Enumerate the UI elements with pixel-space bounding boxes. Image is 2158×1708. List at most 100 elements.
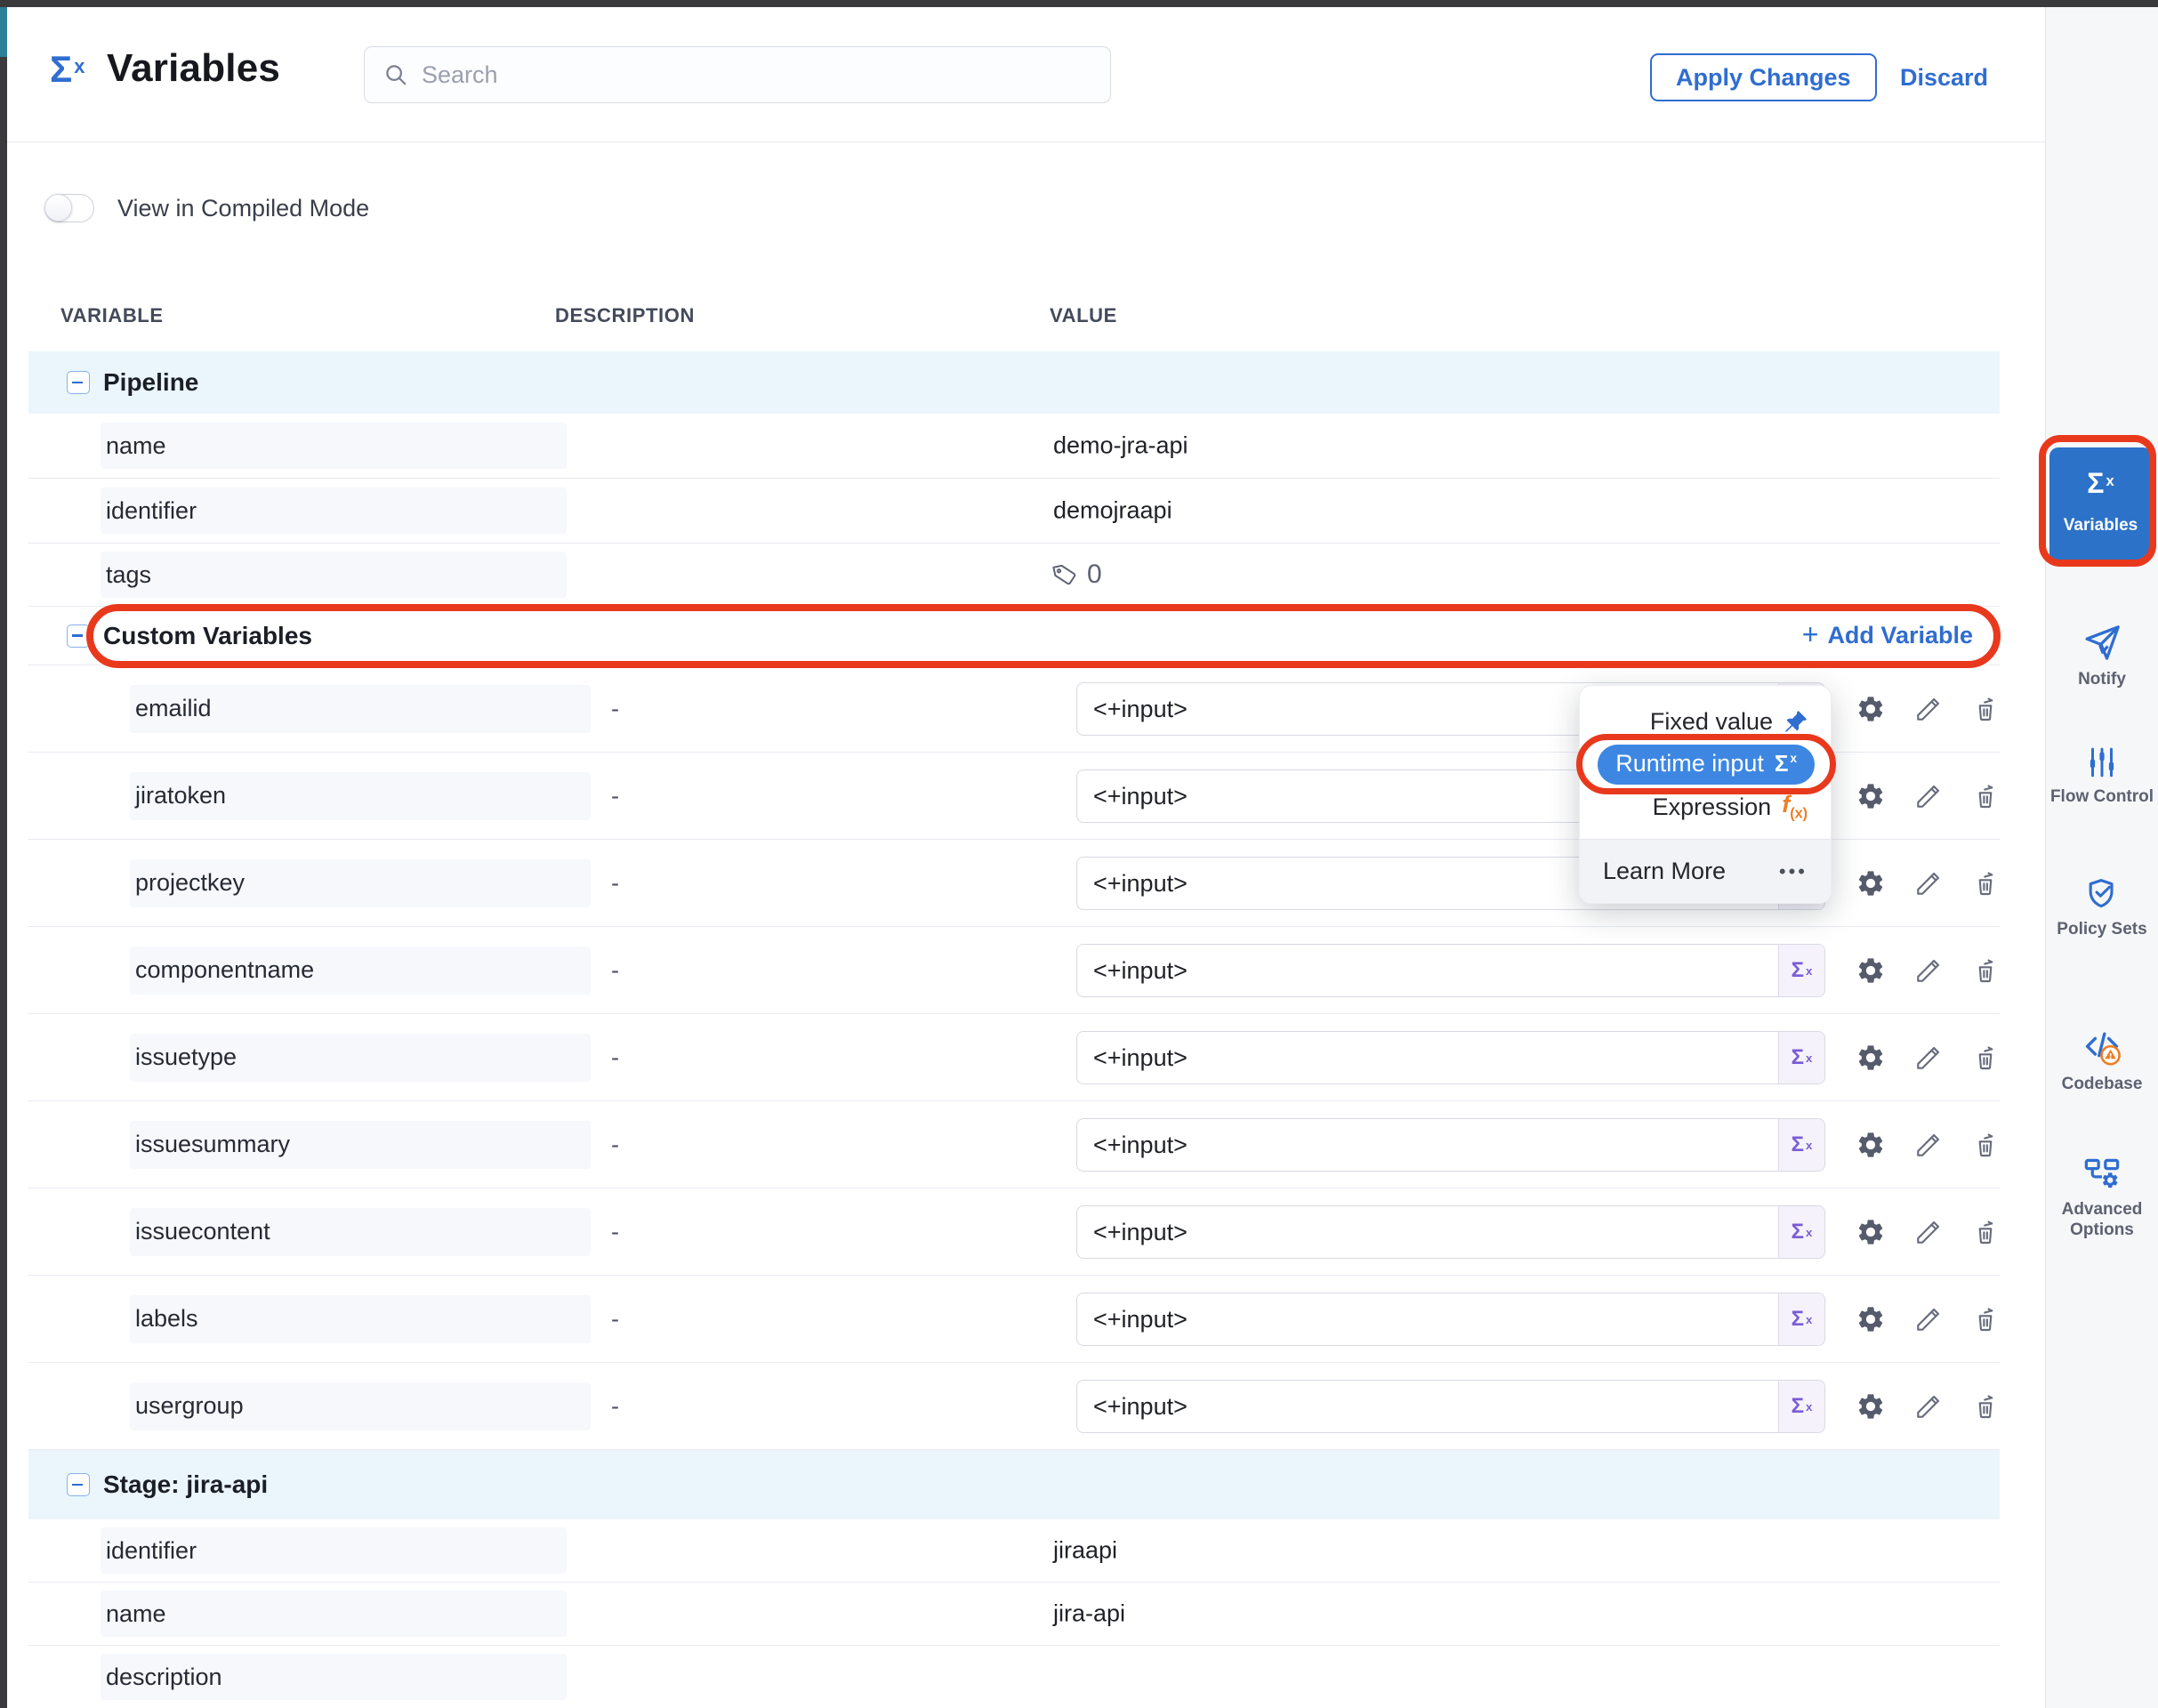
sidebar-item-notify[interactable]: Notify bbox=[2046, 623, 2158, 690]
search-input[interactable] bbox=[422, 60, 1080, 89]
panel-header: Σx Variables Apply Changes Discard bbox=[7, 7, 2045, 142]
variable-description: - bbox=[611, 1392, 619, 1419]
delete-trash-icon[interactable] bbox=[1971, 1305, 2000, 1333]
delete-trash-icon[interactable] bbox=[1971, 782, 2000, 810]
settings-gear-icon[interactable] bbox=[1856, 868, 1886, 898]
edit-pencil-icon[interactable] bbox=[1914, 956, 1943, 985]
shield-check-icon bbox=[2046, 874, 2158, 914]
delete-trash-icon[interactable] bbox=[1971, 1218, 2000, 1246]
sidebar-item-flow-control[interactable]: Flow Control bbox=[2046, 744, 2158, 808]
search-box[interactable] bbox=[364, 46, 1111, 103]
compiled-mode-toggle[interactable] bbox=[44, 194, 94, 222]
apply-changes-button[interactable]: Apply Changes bbox=[1650, 53, 1877, 101]
settings-gear-icon[interactable] bbox=[1856, 1391, 1886, 1422]
variable-name: identifier bbox=[101, 1527, 567, 1574]
section-header-custom-variables: Custom Variables + Add Variable bbox=[28, 607, 2000, 665]
variable-name: description bbox=[101, 1654, 567, 1700]
sidebar-item-advanced-options[interactable]: Advanced Options bbox=[2046, 1153, 2158, 1241]
variable-value: demo-jra-api bbox=[1053, 431, 1188, 459]
more-options-icon[interactable]: ••• bbox=[1778, 859, 1808, 882]
collapse-minus-icon[interactable] bbox=[67, 1473, 90, 1496]
discard-button[interactable]: Discard bbox=[1900, 64, 1989, 91]
column-header-description: DESCRIPTION bbox=[555, 304, 695, 326]
settings-gear-icon[interactable] bbox=[1856, 1043, 1886, 1073]
edit-pencil-icon[interactable] bbox=[1914, 695, 1943, 723]
send-icon bbox=[2046, 623, 2158, 664]
settings-gear-icon[interactable] bbox=[1856, 781, 1886, 811]
variable-description: - bbox=[611, 1218, 619, 1245]
window-edge-left bbox=[0, 7, 7, 1708]
settings-gear-icon[interactable] bbox=[1856, 1304, 1886, 1334]
menu-item-expression[interactable]: Expression f(x) bbox=[1652, 791, 1808, 822]
plus-icon: + bbox=[1801, 617, 1819, 650]
delete-trash-icon[interactable] bbox=[1971, 695, 2000, 723]
window-edge-top bbox=[0, 0, 2158, 7]
compiled-mode-label: View in Compiled Mode bbox=[117, 194, 370, 222]
edit-pencil-icon[interactable] bbox=[1914, 782, 1943, 810]
sidebar-item-codebase[interactable]: Codebase bbox=[2046, 1026, 2158, 1095]
edit-pencil-icon[interactable] bbox=[1914, 869, 1943, 898]
edit-pencil-icon[interactable] bbox=[1914, 1131, 1943, 1159]
column-header-value: VALUE bbox=[1050, 304, 1117, 326]
variable-name: issuetype bbox=[130, 1033, 591, 1082]
delete-trash-icon[interactable] bbox=[1971, 1392, 2000, 1421]
variable-name: issuecontent bbox=[130, 1207, 591, 1256]
page-title: Variables bbox=[107, 46, 281, 90]
collapse-minus-icon[interactable] bbox=[67, 624, 90, 648]
menu-item-fixed-value[interactable]: Fixed value bbox=[1580, 700, 1831, 743]
table-row-pipeline-identifier: identifier demojraapi bbox=[28, 479, 2000, 544]
delete-trash-icon[interactable] bbox=[1971, 1131, 2000, 1159]
edit-pencil-icon[interactable] bbox=[1914, 1392, 1943, 1421]
table-row-stage-name: name jira-api bbox=[28, 1583, 2000, 1646]
section-label: Stage: jira-api bbox=[103, 1470, 269, 1498]
sliders-icon bbox=[2046, 744, 2158, 781]
table-row-stage-identifier: identifier jiraapi bbox=[28, 1519, 2000, 1583]
settings-gear-icon[interactable] bbox=[1856, 1217, 1886, 1247]
learn-more-link[interactable]: Learn More bbox=[1603, 858, 1727, 884]
variable-description: - bbox=[611, 782, 619, 809]
delete-trash-icon[interactable] bbox=[1971, 956, 2000, 985]
variable-name: jiratoken bbox=[130, 771, 591, 820]
add-variable-button[interactable]: + Add Variable bbox=[1801, 617, 1973, 650]
delete-trash-icon[interactable] bbox=[1971, 869, 2000, 898]
settings-gear-icon[interactable] bbox=[1856, 694, 1886, 724]
variable-value: jiraapi bbox=[1053, 1536, 1118, 1564]
main-panel: Σx Variables Apply Changes Discard View … bbox=[7, 7, 2045, 1708]
sidebar-item-policy-sets[interactable]: Policy Sets bbox=[2046, 874, 2158, 940]
settings-gear-icon[interactable] bbox=[1856, 1130, 1886, 1160]
variables-table: Pipeline name demo-jra-api identifier de… bbox=[28, 351, 2000, 1708]
delete-trash-icon[interactable] bbox=[1971, 1043, 2000, 1072]
settings-gear-icon[interactable] bbox=[1856, 955, 1886, 986]
edit-pencil-icon[interactable] bbox=[1914, 1043, 1943, 1072]
variable-description: - bbox=[611, 695, 619, 721]
code-warning-icon bbox=[2046, 1026, 2158, 1068]
edit-pencil-icon[interactable] bbox=[1914, 1305, 1943, 1333]
collapse-minus-icon[interactable] bbox=[67, 371, 90, 394]
section-header-stage: Stage: jira-api bbox=[28, 1450, 2000, 1519]
variable-description: - bbox=[611, 1305, 619, 1332]
variable-name: projectkey bbox=[130, 858, 591, 907]
edit-pencil-icon[interactable] bbox=[1914, 1218, 1943, 1246]
